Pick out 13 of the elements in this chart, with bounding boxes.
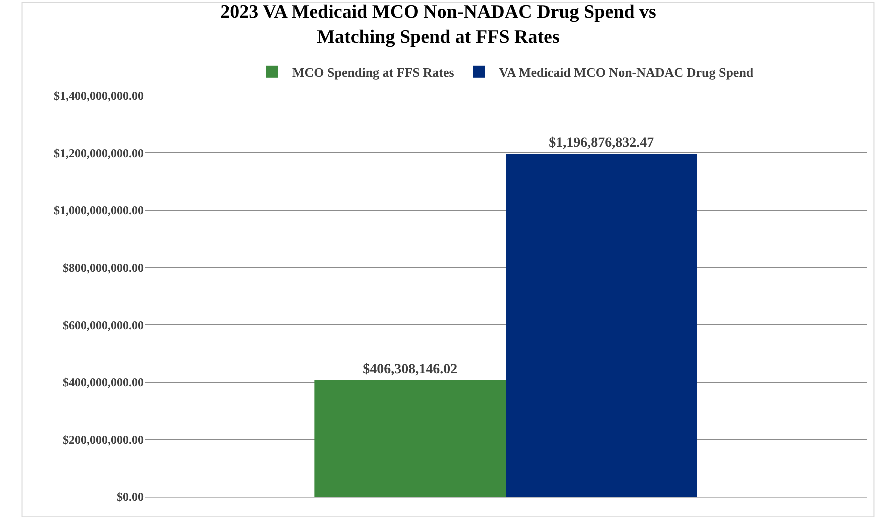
data-label: $406,308,146.02 (363, 362, 458, 378)
y-tick-label: $1,200,000,000.00 (54, 146, 144, 160)
legend-label: VA Medicaid MCO Non-NADAC Drug Spend (499, 64, 754, 80)
y-tick-label: $1,400,000,000.00 (54, 89, 144, 103)
y-tick-label: $600,000,000.00 (63, 318, 144, 332)
data-label: $1,196,876,832.47 (549, 136, 654, 152)
y-tick-label: $1,000,000,000.00 (54, 204, 144, 218)
y-tick-label: $200,000,000.00 (63, 432, 144, 447)
y-tick-label: $400,000,000.00 (63, 376, 144, 390)
y-tick-label: $0.00 (117, 490, 144, 504)
y-tick-label: $800,000,000.00 (63, 260, 144, 275)
legend-label: MCO Spending at FFS Rates (292, 64, 454, 80)
chart-title: 2023 VA Medicaid MCO Non-NADAC Drug Spend vs Matching Spend at FFS Rates (220, 2, 656, 48)
